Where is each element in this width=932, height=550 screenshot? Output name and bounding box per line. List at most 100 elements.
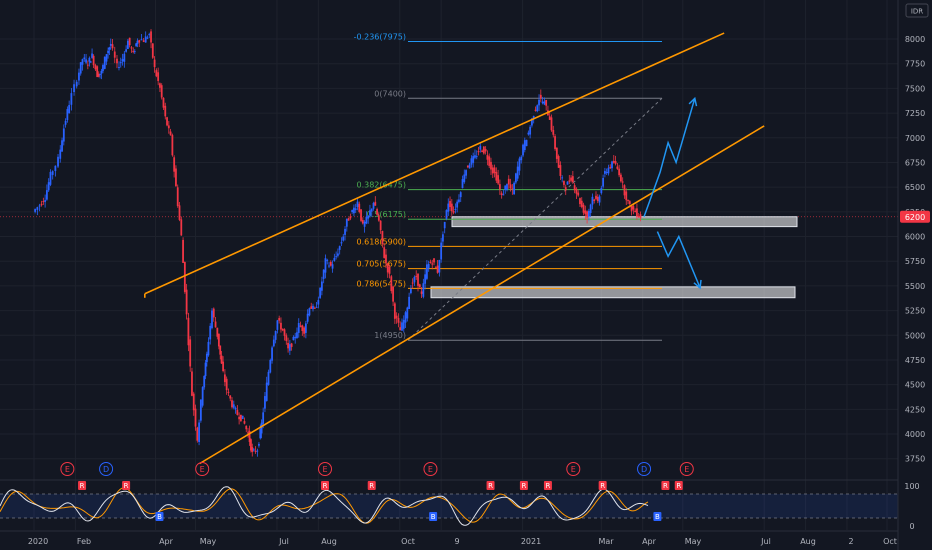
candle-body	[118, 66, 120, 68]
candle-body	[466, 165, 469, 168]
price-tick: 5250	[905, 307, 925, 316]
signal-label: R	[600, 482, 605, 490]
candle-body	[559, 165, 562, 176]
candle-body	[593, 199, 596, 201]
candle-body	[49, 171, 52, 185]
event-circle	[60, 462, 75, 476]
candle-body	[231, 400, 233, 408]
price-channel[interactable]	[143, 32, 765, 465]
event-circle	[318, 462, 333, 476]
candle-body	[491, 167, 494, 174]
candle-body	[637, 215, 640, 218]
event-circle	[195, 462, 210, 476]
event-marker: E	[566, 462, 581, 476]
candle-body	[178, 205, 181, 220]
candle-body	[618, 168, 621, 176]
candle-body	[474, 155, 476, 158]
candle-body	[383, 247, 386, 258]
candle-body	[564, 187, 567, 191]
candle-body	[538, 99, 540, 106]
candle-body	[420, 291, 423, 294]
last-price-badge: 6200	[900, 210, 930, 223]
event-circle	[637, 462, 652, 476]
candle-body	[461, 179, 464, 189]
candle-body	[454, 208, 457, 210]
candle-body	[306, 313, 309, 322]
candle-body	[539, 94, 542, 99]
event-marker: E	[195, 462, 210, 476]
candle-body	[182, 239, 184, 263]
time-axis[interactable]: 2020 Feb Apr May Jul Aug Oct 9 2021 Mar Apr May Jul A…	[0, 530, 898, 546]
candle-body	[523, 140, 526, 151]
price-tick: 3750	[905, 455, 925, 464]
candle-body	[498, 184, 501, 190]
candle-body	[304, 323, 307, 333]
candle-body	[51, 171, 54, 175]
price-tick: 4000	[905, 430, 925, 439]
candle-body	[568, 180, 571, 182]
candle-body	[351, 210, 354, 212]
candle-body	[555, 147, 558, 159]
candle-body	[347, 218, 350, 221]
projection-arrows[interactable]	[643, 96, 702, 290]
candle-body	[265, 382, 268, 401]
currency-box	[905, 3, 929, 18]
candle-body	[470, 158, 473, 165]
signal-box	[661, 481, 670, 490]
candle-body	[602, 177, 605, 187]
candle-body	[479, 145, 482, 150]
signal-label: R	[521, 482, 526, 490]
candle-body	[541, 101, 544, 104]
signal-box	[519, 481, 528, 490]
candle-body	[639, 214, 642, 219]
candle-body	[222, 361, 225, 372]
candle-body	[96, 66, 99, 78]
candle-body	[105, 54, 108, 62]
candle-body	[335, 256, 338, 258]
candle-body	[198, 422, 200, 443]
candle-body	[370, 208, 373, 212]
candle-body	[527, 132, 530, 135]
candle-body	[388, 266, 391, 274]
candle-body	[310, 306, 313, 309]
event-label: E	[65, 465, 70, 474]
signal-label: B	[431, 513, 436, 521]
oscillator-signal: R	[674, 481, 683, 490]
fib-trend-line	[407, 97, 663, 341]
candle-body	[121, 59, 124, 62]
candle-body	[534, 109, 537, 111]
candle-body	[340, 242, 343, 244]
projection-arrow	[643, 98, 696, 218]
candle-body	[393, 303, 396, 319]
candle-body	[201, 387, 204, 406]
candle-body	[151, 43, 154, 58]
candle-body	[458, 199, 460, 202]
candle-body	[418, 284, 421, 288]
candle-body	[232, 404, 235, 408]
candle-body	[185, 289, 188, 315]
oscillator-signal: R	[367, 481, 376, 490]
candle-body	[497, 175, 499, 184]
signal-box	[674, 481, 683, 490]
candle-body	[536, 105, 539, 112]
candle-body	[484, 149, 487, 152]
time-tick: Jul	[760, 537, 771, 546]
candle-body	[463, 174, 466, 183]
candle-body	[402, 319, 405, 329]
candle-body	[243, 421, 246, 424]
candle-body	[445, 210, 448, 219]
price-axis[interactable]: IDR8000775075007250700067506500625060005…	[897, 0, 930, 550]
candle-body	[338, 246, 341, 250]
candle-body	[509, 184, 512, 189]
candle-body	[408, 296, 411, 310]
candle-body	[225, 378, 228, 391]
candle-body	[207, 341, 210, 356]
signal-label: R	[124, 482, 129, 490]
last-price-label: 6200	[905, 213, 925, 222]
support-zone	[430, 286, 796, 299]
candle-body	[64, 120, 67, 125]
time-tick: 2	[848, 537, 853, 546]
candle-body	[632, 206, 635, 210]
